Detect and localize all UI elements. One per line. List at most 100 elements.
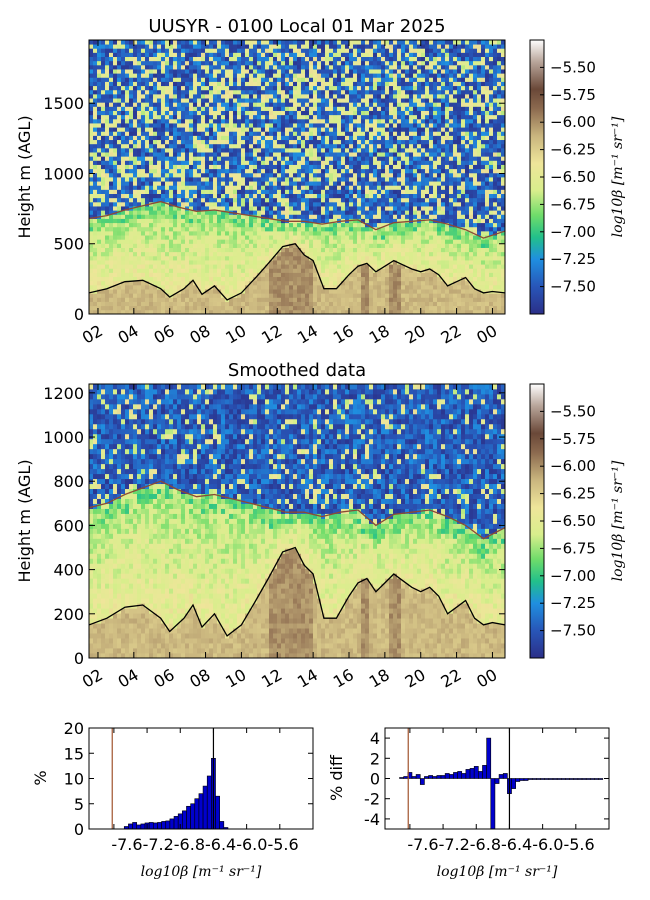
heat-cell: [193, 135, 198, 141]
heat-cell: [217, 139, 222, 145]
heat-cell: [317, 226, 322, 232]
heat-cell: [245, 77, 250, 82]
heat-cell: [101, 56, 106, 62]
heat-cell: [281, 243, 286, 248]
heat-cell: [317, 102, 322, 107]
heat-cell: [353, 123, 358, 128]
heat-cell: [117, 268, 122, 273]
heat-cell: [261, 284, 266, 290]
heat-cell: [317, 118, 322, 124]
heat-cell: [253, 243, 258, 248]
heat-cell: [365, 89, 370, 95]
heat-cell: [273, 197, 278, 203]
heat-cell: [97, 40, 102, 45]
heat-cell: [173, 177, 178, 182]
heat-cell: [281, 93, 286, 99]
heat-cell: [141, 102, 146, 107]
heat-cell: [153, 131, 158, 136]
heat-cell: [265, 272, 270, 278]
heat-cell: [269, 260, 274, 265]
heat-cell: [173, 280, 178, 286]
heat-cell: [333, 239, 338, 244]
heat-cell: [141, 235, 146, 240]
heat-cell: [161, 235, 166, 240]
heat-cell: [213, 118, 218, 124]
heat-cell: [169, 52, 174, 57]
heat-cell: [349, 301, 354, 307]
heat-cell: [357, 309, 362, 314]
heat-cell: [101, 64, 106, 70]
heat-cell: [113, 89, 118, 95]
heat-cell: [197, 177, 202, 182]
heat-cell: [125, 214, 130, 219]
heat-cell: [93, 226, 98, 232]
heat-cell: [149, 102, 154, 107]
heat-cell: [197, 201, 202, 207]
heat-cell: [121, 272, 126, 278]
heat-cell: [293, 156, 298, 161]
heat-cell: [185, 131, 190, 136]
heat-cell: [169, 230, 174, 236]
heat-cell: [93, 127, 98, 132]
heat-cell: [209, 181, 214, 186]
heat-cell: [173, 297, 178, 302]
heat-cell: [261, 118, 266, 124]
heat-cell: [357, 247, 362, 253]
heat-cell: [305, 143, 310, 149]
heat-cell: [281, 64, 286, 70]
heat-cell: [365, 268, 370, 273]
heat-cell: [169, 255, 174, 261]
heat-cell: [193, 284, 198, 290]
heat-cell: [345, 89, 350, 95]
heat-cell: [229, 193, 234, 199]
heat-cell: [205, 131, 210, 136]
heat-cell: [193, 247, 198, 253]
heat-cell: [141, 85, 146, 91]
heat-cell: [297, 255, 302, 261]
heat-cell: [141, 222, 146, 228]
heat-cell: [205, 210, 210, 215]
heat-cell: [241, 230, 246, 236]
heat-cell: [309, 81, 314, 87]
heat-cell: [89, 268, 94, 273]
heat-cell: [161, 177, 166, 182]
heat-cell: [341, 181, 346, 186]
heat-cell: [189, 239, 194, 244]
heat-cell: [133, 135, 138, 141]
heat-cell: [221, 102, 226, 107]
heat-cell: [161, 201, 166, 207]
heat-cell: [345, 118, 350, 124]
heat-cell: [233, 81, 238, 87]
heat-cell: [105, 52, 110, 57]
heat-cell: [345, 40, 350, 45]
heat-cell: [125, 114, 130, 120]
heat-cell: [313, 268, 318, 273]
heat-cell: [345, 193, 350, 199]
heat-cell: [129, 73, 134, 78]
heat-cell: [377, 98, 382, 103]
heat-cell: [109, 143, 114, 149]
heat-cell: [349, 309, 354, 314]
heat-cell: [245, 98, 250, 103]
heat-cell: [153, 60, 158, 66]
heat-cell: [125, 305, 130, 311]
heat-cell: [181, 255, 186, 261]
heat-cell: [381, 305, 386, 311]
heat-cell: [305, 260, 310, 265]
heat-cell: [301, 123, 306, 128]
heat-cell: [97, 193, 102, 199]
heat-cell: [265, 201, 270, 207]
heat-cell: [337, 276, 342, 282]
heat-cell: [277, 251, 282, 257]
heat-cell: [161, 118, 166, 124]
heat-cell: [133, 85, 138, 91]
heat-cell: [285, 110, 290, 116]
heat-cell: [181, 81, 186, 87]
heat-cell: [269, 48, 274, 53]
heat-cell: [325, 181, 330, 186]
heat-cell: [117, 280, 122, 286]
heat-cell: [305, 89, 310, 95]
heat-cell: [361, 160, 366, 165]
heat-cell: [381, 185, 386, 190]
heat-cell: [373, 131, 378, 136]
